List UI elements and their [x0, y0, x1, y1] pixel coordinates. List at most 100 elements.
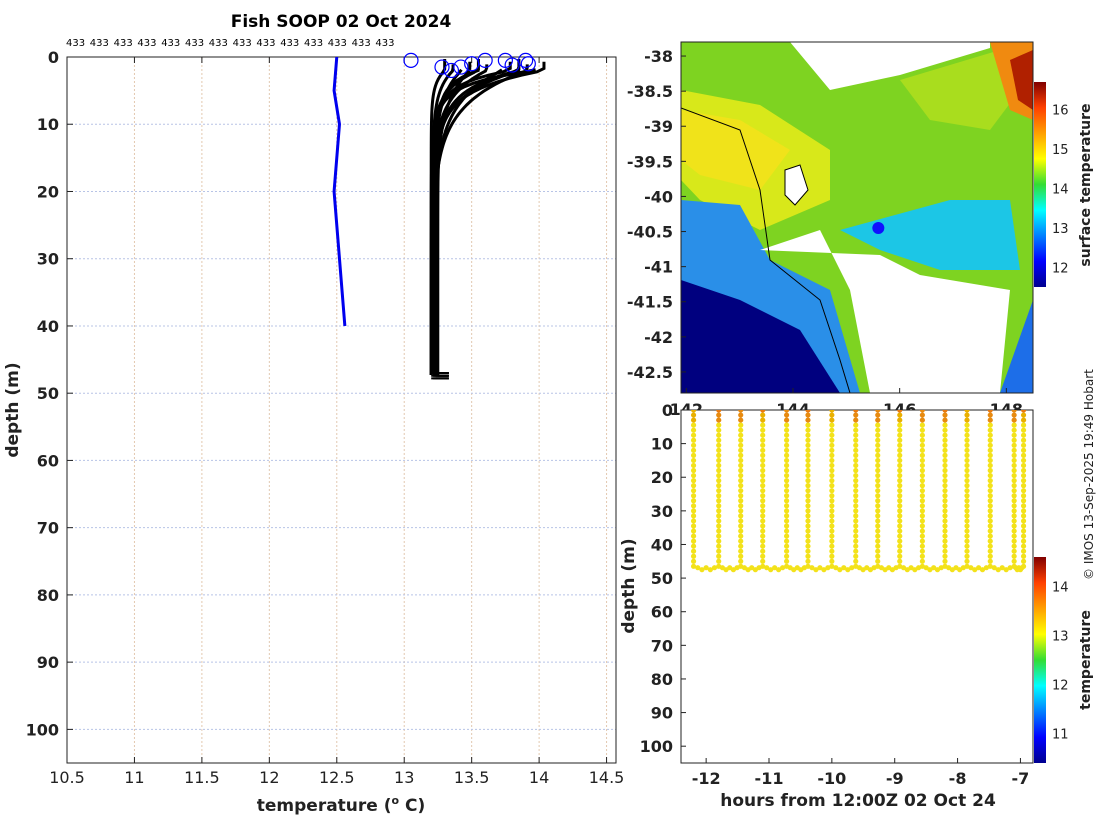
data-point	[1011, 533, 1017, 539]
cast-id-label: 433	[114, 38, 133, 49]
surface-marker	[520, 56, 536, 72]
data-point	[942, 493, 948, 499]
data-point	[829, 447, 835, 453]
data-point	[690, 422, 697, 428]
data-point	[716, 437, 722, 443]
data-point	[784, 533, 790, 539]
data-point	[738, 472, 744, 479]
data-point	[853, 483, 859, 489]
data-point	[875, 493, 881, 499]
data-point	[919, 553, 925, 559]
data-point	[919, 417, 925, 423]
data-point	[738, 437, 744, 443]
data-point	[853, 472, 859, 479]
data-point	[776, 567, 782, 573]
colorbar-tick-label: 13	[1052, 629, 1069, 644]
data-point	[805, 472, 811, 479]
x-tick-label: -10	[817, 769, 846, 788]
data-point	[964, 558, 970, 564]
data-point	[784, 410, 790, 413]
data-point	[1020, 472, 1027, 479]
data-point	[690, 483, 697, 489]
data-point	[690, 503, 697, 509]
data-point	[897, 553, 903, 559]
data-point	[919, 493, 925, 499]
colorbar-tick-label: 13	[1052, 222, 1069, 237]
data-point	[942, 498, 948, 504]
data-point	[1020, 488, 1027, 494]
data-point	[897, 513, 903, 519]
data-point	[1020, 447, 1027, 453]
data-point	[829, 457, 835, 464]
data-point	[1020, 538, 1027, 544]
data-point	[853, 422, 859, 428]
data-point	[987, 508, 993, 514]
sst-colorbar	[1034, 82, 1046, 287]
data-point	[897, 442, 903, 448]
data-point	[897, 528, 903, 534]
data-point	[738, 523, 744, 529]
data-point	[784, 503, 790, 509]
data-point	[987, 447, 993, 453]
data-point	[716, 518, 722, 524]
data-point	[738, 410, 744, 413]
data-point	[1011, 543, 1017, 549]
data-point	[964, 498, 970, 504]
y-tick-label: 90	[651, 704, 673, 723]
data-point	[784, 483, 790, 489]
data-point	[897, 518, 903, 524]
data-point	[987, 543, 993, 549]
y-tick-label: 40	[37, 317, 59, 336]
y-tick-label: 10	[37, 115, 59, 134]
data-point	[853, 513, 859, 519]
data-point	[738, 467, 744, 474]
data-point	[716, 508, 722, 514]
data-point	[821, 567, 827, 573]
data-point	[964, 553, 970, 559]
data-point	[987, 442, 993, 448]
x-axis-label: temperature (o C)	[257, 794, 426, 816]
data-point	[690, 558, 697, 564]
data-point	[919, 548, 925, 554]
data-point	[897, 422, 903, 428]
data-point	[1011, 417, 1017, 423]
data-point	[875, 442, 881, 448]
data-point	[809, 565, 815, 571]
lat-tick-label: -40.5	[627, 223, 673, 242]
data-point	[829, 493, 835, 499]
x-tick-label: -8	[949, 769, 967, 788]
data-point	[1020, 518, 1027, 524]
data-point	[875, 417, 881, 423]
data-point	[738, 503, 744, 509]
y-tick-label: 20	[651, 468, 673, 487]
x-tick-label: 10.5	[49, 768, 85, 787]
data-point	[738, 508, 744, 514]
data-point	[964, 533, 970, 539]
data-point	[919, 543, 925, 549]
y-tick-label: 100	[640, 737, 673, 756]
data-point	[1003, 567, 1009, 573]
data-point	[942, 457, 948, 464]
data-point	[942, 543, 948, 549]
data-point	[760, 498, 766, 504]
data-point	[964, 417, 970, 423]
y-tick-label: 60	[37, 451, 59, 470]
data-point	[772, 565, 778, 571]
data-point	[919, 533, 925, 539]
data-point	[942, 417, 948, 423]
y-tick-label: 80	[651, 670, 673, 689]
data-point	[942, 462, 948, 469]
data-point	[987, 518, 993, 524]
sst-cold-region	[681, 280, 840, 393]
data-point	[829, 563, 835, 569]
data-point	[784, 488, 790, 494]
lat-tick-label: -38.5	[627, 82, 673, 101]
data-point	[690, 523, 697, 529]
colorbar-tick-label: 16	[1052, 104, 1069, 119]
data-point	[897, 538, 903, 544]
x-tick-label: 13.5	[454, 768, 490, 787]
y-tick-label: 30	[651, 502, 673, 521]
data-point	[805, 513, 811, 519]
lat-tick-label: -39	[644, 117, 673, 136]
data-point	[942, 427, 948, 433]
